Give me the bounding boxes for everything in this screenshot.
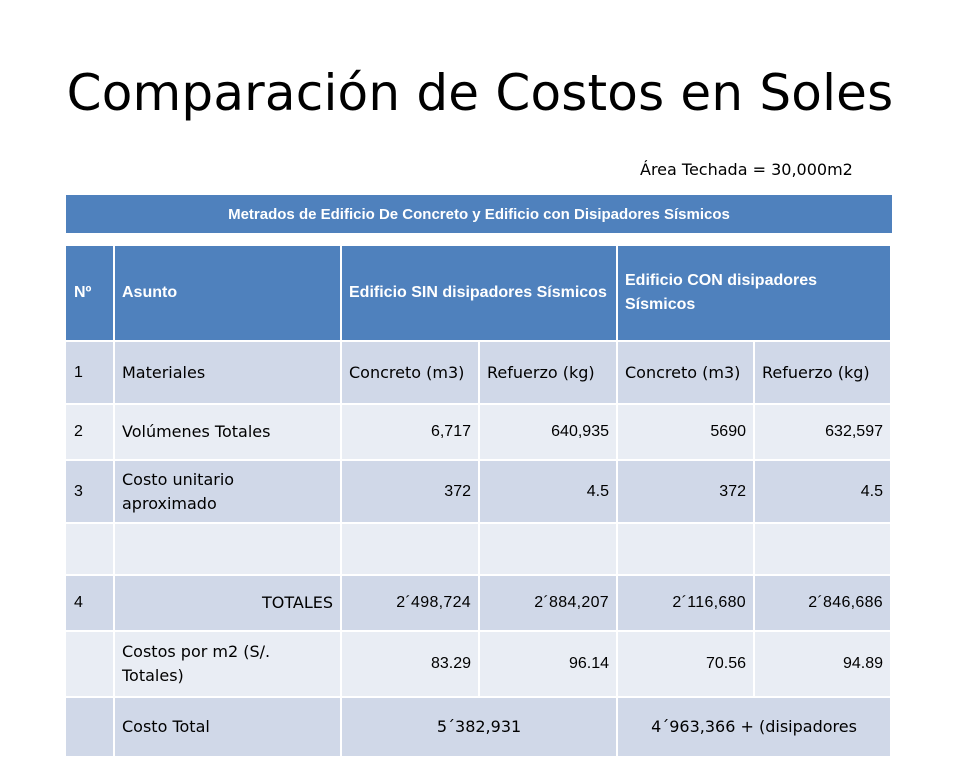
header-asunto: Asunto: [115, 246, 342, 342]
row-costo-unitario-label: Costo unitario aproximado: [115, 461, 342, 524]
table-caption-banner: Metrados de Edificio De Concreto y Edifi…: [66, 195, 892, 233]
row-costos-m2-con-concreto: 70.56: [618, 632, 755, 698]
row-costos-m2-sin-refuerzo: 96.14: [480, 632, 618, 698]
cost-comparison-table: Nº Asunto Edificio SIN disipadores Sísmi…: [66, 246, 892, 758]
row-volumenes-label: Volúmenes Totales: [115, 405, 342, 461]
row-materiales-con-concreto: Concreto (m3): [618, 342, 755, 405]
row-volumenes-con-concreto: 5690: [618, 405, 755, 461]
row-totales-label: TOTALES: [115, 576, 342, 632]
row-costos-m2-sin-concreto: 83.29: [342, 632, 480, 698]
row-totales-con-concreto: 2´116,680: [618, 576, 755, 632]
row-costo-total-label: Costo Total: [115, 698, 342, 758]
row-totales-con-refuerzo: 2´846,686: [755, 576, 892, 632]
row-materiales-sin-refuerzo: Refuerzo (kg): [480, 342, 618, 405]
row-costo-total-sin: 5´382,931: [342, 698, 618, 758]
row-totales-sin-refuerzo: 2´884,207: [480, 576, 618, 632]
area-label: Área Techada = 30,000m2: [640, 160, 853, 179]
header-sin-disipadores: Edificio SIN disipadores Sísmicos: [342, 246, 618, 342]
banner-text: Metrados de Edificio De Concreto y Edifi…: [228, 205, 730, 223]
row-costo-unitario-no: 3: [66, 461, 115, 524]
row-materiales-con-refuerzo: Refuerzo (kg): [755, 342, 892, 405]
row-totales-sin-concreto: 2´498,724: [342, 576, 480, 632]
row-costo-total-con: 4´963,366 + (disipadores: [618, 698, 892, 758]
row-costos-m2-con-refuerzo: 94.89: [755, 632, 892, 698]
row-costos-m2-label: Costos por m2 (S/. Totales): [115, 632, 342, 698]
row-costo-unitario-sin-concreto: 372: [342, 461, 480, 524]
empty-row-cell: [618, 524, 755, 576]
row-materiales-sin-concreto: Concreto (m3): [342, 342, 480, 405]
row-materiales-no: 1: [66, 342, 115, 405]
row-costo-unitario-sin-refuerzo: 4.5: [480, 461, 618, 524]
row-volumenes-sin-refuerzo: 640,935: [480, 405, 618, 461]
row-totales-no: 4: [66, 576, 115, 632]
row-costo-unitario-con-concreto: 372: [618, 461, 755, 524]
header-no: Nº: [66, 246, 115, 342]
empty-row-cell: [342, 524, 480, 576]
header-con-disipadores: Edificio CON disipadores Sísmicos: [618, 246, 892, 342]
empty-row-cell: [66, 524, 115, 576]
row-costo-unitario-con-refuerzo: 4.5: [755, 461, 892, 524]
slide-title: Comparación de Costos en Soles: [66, 64, 894, 122]
empty-row-cell: [755, 524, 892, 576]
row-volumenes-no: 2: [66, 405, 115, 461]
row-volumenes-sin-concreto: 6,717: [342, 405, 480, 461]
row-materiales-label: Materiales: [115, 342, 342, 405]
empty-row-cell: [115, 524, 342, 576]
empty-row-cell: [480, 524, 618, 576]
row-volumenes-con-refuerzo: 632,597: [755, 405, 892, 461]
row-costos-m2-no: [66, 632, 115, 698]
row-costo-total-no: [66, 698, 115, 758]
